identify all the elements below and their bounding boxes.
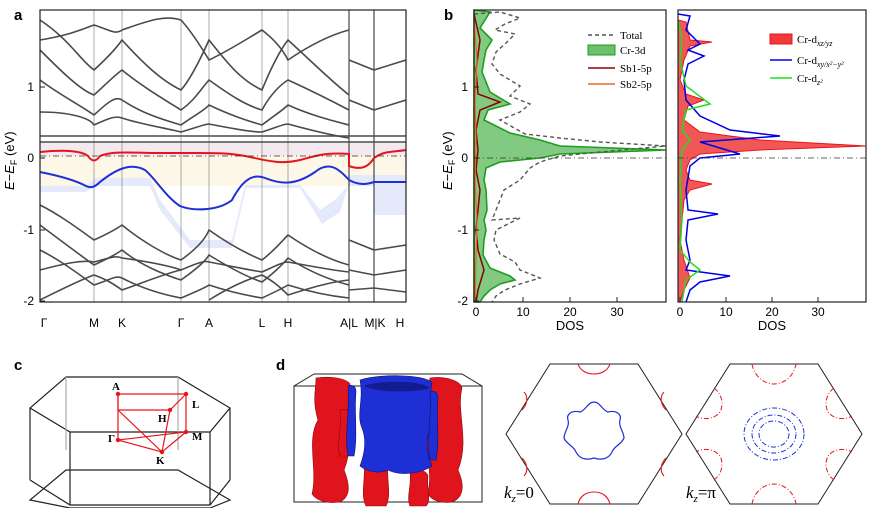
dos-total-line [473,11,667,303]
kzpi-hole-pockets [743,407,805,461]
fermi-surface-3d [293,373,483,507]
band-frame [39,9,407,303]
legend-total-label: Total [620,30,642,42]
kpoint-label-gamma-1: Γ [41,316,48,330]
kpoint-label-m: M [89,316,99,330]
dos-left-xtick-0: 0 [473,305,480,319]
kzpi-label: kz=π [686,483,716,505]
kz0-hole-pocket [563,401,625,460]
dos-left-panel: 1 0 -1 -2 0 10 20 30 DOS E−EF (eV) Total… [440,9,667,333]
legend-cr3d-label: Cr-3d [620,45,646,57]
legend-dxz-swatch [769,33,793,45]
dos-left-legend: Total Cr-3d Sb1-5p Sb2-5p [587,30,652,91]
kpoint-labels: Γ M K Γ A L H A|L M|K H [41,316,405,330]
dos-right-frame [677,9,867,303]
bz-label-gamma: Γ [108,433,115,445]
kpoint-label-l: L [259,316,266,330]
band-yticks [40,86,45,302]
dos-dz2-line [677,19,712,303]
bz-label-h: H [158,413,167,425]
legend-dxz-label: Cr-dxz/yz [797,34,833,48]
dos-left-xtick-10: 10 [516,305,530,319]
kpoint-label-mk: M|K [364,316,385,330]
dos-ytick-1: 1 [461,80,468,94]
legend-sb1-label: Sb1-5p [620,63,652,75]
dos-right-xtick-0: 0 [677,305,684,319]
kpoint-label-al: A|L [340,316,358,330]
dos-right-xtick-10: 10 [719,305,733,319]
dos-dxy-line [677,13,781,303]
kzpi-electron-pockets [695,363,853,505]
blue-band [39,165,406,211]
dos-sb2-line [473,19,478,303]
fermi-slice-kz0: kz=0 [504,363,683,505]
bz-points [115,391,189,455]
bz-path [117,393,188,453]
kz0-electron-pockets [521,363,667,505]
kpoint-label-k: K [118,316,126,330]
legend-sb2-label: Sb2-5p [620,79,652,91]
kpoint-label-gamma-2: Γ [178,316,185,330]
band-ytick-0: 0 [27,151,34,165]
dos-left-yticks [474,86,618,302]
bz-label-a: A [112,381,120,393]
dos-right-xlabel: DOS [758,318,787,333]
kz0-label: kz=0 [504,483,534,505]
panel-label-d: d [276,357,285,374]
kpoint-label-h: H [284,316,293,330]
band-ytick-1: 1 [27,80,34,94]
dos-ylabel: E−EF (eV) [440,131,457,190]
kzpi-hexagon [685,363,863,505]
panel-label-c: c [14,357,22,374]
fs3d-blue-sheets [346,375,439,474]
red-band [39,149,407,169]
dos-left-xtick-30: 30 [610,305,624,319]
dos-right-xticks [679,297,819,302]
legend-dz2-label: Cr-dz² [797,73,823,87]
band-fill-lower-right [374,186,406,214]
band-structure-panel: 1 0 -1 -2 E−EF (eV) Γ M K Γ A L H A|L M|… [2,9,407,330]
panel-label-a: a [14,7,23,24]
bz-label-m: M [192,431,203,443]
band-ytick-m1: -1 [23,223,34,237]
panel-label-b: b [444,7,453,24]
dos-ytick-m1: -1 [457,223,468,237]
kpoint-label-h-2: H [396,316,405,330]
legend-cr3d-swatch [587,44,616,56]
dos-right-panel: 0 10 20 30 DOS Cr-dxz/yz Cr-dxy/x²−y² Cr… [677,9,867,333]
bz-label-l: L [192,399,199,411]
dos-left-xtick-20: 20 [563,305,577,319]
legend-dxy-label: Cr-dxy/x²−y² [797,55,844,69]
dos-left-xlabel: DOS [556,318,585,333]
kpoint-label-a: A [205,316,213,330]
dos-right-legend: Cr-dxz/yz Cr-dxy/x²−y² Cr-dz² [769,33,844,87]
kz0-hexagon [505,363,683,505]
dos-right-xtick-20: 20 [765,305,779,319]
band-ytick-m2: -2 [23,294,34,308]
dos-dxz-fill [677,19,867,303]
grey-bands [39,17,407,301]
dos-sb1-line [473,13,503,303]
bz-label-k: K [156,455,165,467]
brillouin-zone-panel: A L H Γ M K [28,376,232,508]
bz-edges [28,376,232,508]
fermi-slice-kzpi: kz=π [685,363,863,505]
band-ylabel: E−EF (eV) [2,131,19,190]
dos-ytick-m2: -2 [457,294,468,308]
dos-right-xtick-30: 30 [811,305,825,319]
dos-ytick-0: 0 [461,151,468,165]
